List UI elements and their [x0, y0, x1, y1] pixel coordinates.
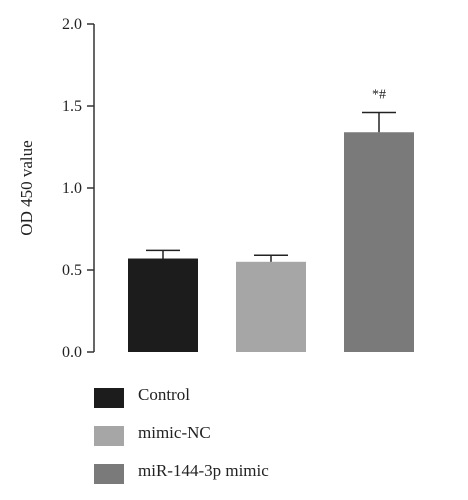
legend-label-mir-144-3p-mimic: miR-144-3p mimic	[138, 461, 269, 480]
axes: 0.0 0.5 1.0 1.5 2.0	[62, 16, 95, 361]
bars: *#	[128, 88, 414, 352]
legend-swatch-mimic-nc	[94, 426, 124, 446]
y-tick-label-3: 1.5	[62, 98, 82, 115]
bar-control	[128, 258, 198, 352]
y-axis-label: OD 450 value	[17, 140, 36, 235]
legend-swatch-mir-144-3p-mimic	[94, 464, 124, 484]
bar-mir-144-3p-mimic	[344, 132, 414, 352]
bar-mimic-nc	[236, 261, 306, 352]
y-tick-label-0: 0.0	[62, 344, 82, 361]
legend-label-mimic-nc: mimic-NC	[138, 423, 211, 442]
legend-swatch-control	[94, 388, 124, 408]
y-tick-label-1: 0.5	[62, 262, 82, 279]
chart: 0.0 0.5 1.0 1.5 2.0 *# OD 450 value	[17, 16, 414, 361]
y-tick-label-4: 2.0	[62, 16, 82, 33]
legend-label-control: Control	[138, 385, 190, 404]
y-tick-label-2: 1.0	[62, 180, 82, 197]
significance-mir-144-3p-mimic: *#	[372, 88, 386, 103]
